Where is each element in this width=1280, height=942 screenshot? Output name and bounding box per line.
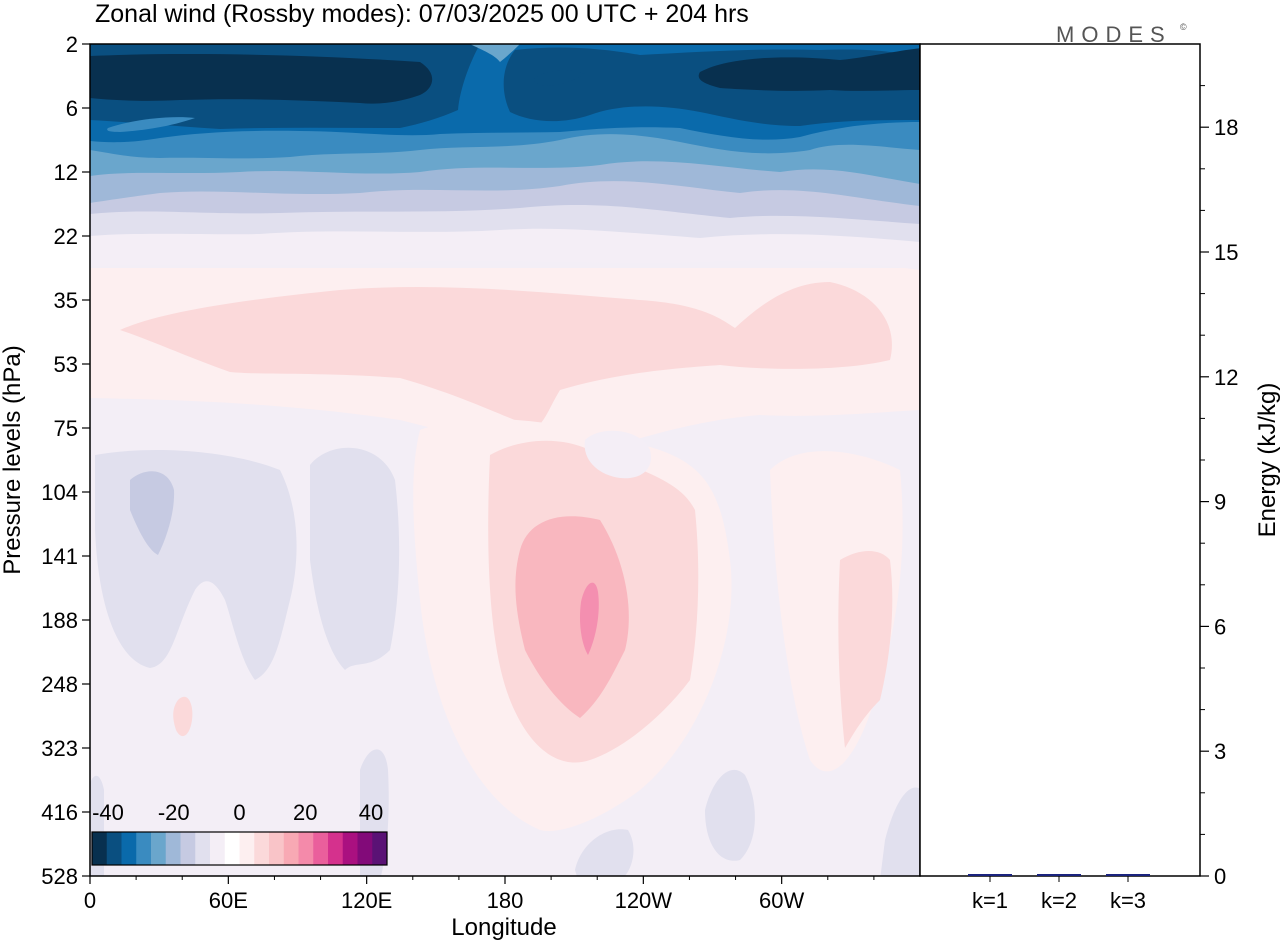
colorbar-swatch [283,832,299,865]
energy-frame [919,43,1201,877]
contour-neg-core-east [698,48,920,91]
contour-neg-core [130,471,175,555]
heatmap-axes: 0 60E 120E 180 120W 60W 2 6 12 22 35 53 75 104 141 188 2… [41,32,875,913]
colorbar-swatch [269,832,285,865]
y-tick-label: 528 [41,864,78,889]
contour-pos-medium-lobe [515,516,629,718]
energy-bars [968,874,1150,876]
colorbar-swatch [180,832,196,865]
x-tick-label: 0 [84,888,96,913]
x-tick-label: 60W [759,888,804,913]
colorbar-swatch [165,832,181,865]
x-tick-label: 120E [341,888,392,913]
colorbar-swatch [328,832,344,865]
colorbar-swatch [342,832,358,865]
colorbar-swatch [298,832,314,865]
contour-pos-small [173,696,193,737]
energy-tick-label: 15 [1214,240,1238,265]
y-tick-label: 248 [41,672,78,697]
y-tick-label: 188 [41,608,78,633]
colorbar-tick-label: 20 [293,800,317,825]
colorbar-swatch [254,832,270,865]
bar-category-label: k=1 [972,888,1008,913]
colorbar-swatch [106,832,122,865]
energy-bar [968,874,1012,876]
energy-tick-label: 0 [1214,864,1226,889]
x-tick-label: 60E [209,888,248,913]
y-tick-label: 12 [54,160,78,185]
colorbar-tick-label: 40 [359,800,383,825]
bar-category-label: k=3 [1110,888,1146,913]
contour-neg-bottom-2 [575,829,634,876]
colorbar-swatch [121,832,137,865]
energy-panel: k=1 k=2 k=3 0 3 6 9 12 15 18 [919,43,1238,913]
energy-tick-label: 9 [1214,490,1226,515]
colorbar-tick-label: -40 [92,800,124,825]
colorbar-swatch [195,832,211,865]
colorbar-swatch [313,832,329,865]
x-tick-label: 180 [487,888,524,913]
y-tick-label: 75 [54,416,78,441]
energy-axes: k=1 k=2 k=3 0 3 6 9 12 15 18 [972,85,1238,913]
colorbar-swatch [136,832,152,865]
energy-tick-label: 3 [1214,739,1226,764]
colorbar-frame [91,831,388,866]
y-tick-label: 22 [54,224,78,249]
registered-mark: © [1180,22,1187,32]
y-tick-label: 141 [41,544,78,569]
colorbar-swatch [151,832,167,865]
energy-tick-label: 12 [1214,365,1238,390]
y-tick-label: 53 [54,352,78,377]
energy-bar [1037,874,1081,876]
colorbar-swatch [372,832,388,865]
y-tick-label: 2 [66,32,78,57]
y-tick-label: 35 [54,288,78,313]
contour-neg-mid [310,447,400,670]
colorbar-tick-label: -20 [158,800,190,825]
energy-tick-label: 18 [1214,115,1238,140]
colorbar-swatch [239,832,255,865]
colorbar: -40 -20 0 20 40 [91,800,388,866]
colorbar-tick-label: 0 [233,800,245,825]
colorbar-swatch [357,832,373,865]
contour-neg-bottom-4 [880,787,920,876]
contour-neg-core-west [90,54,433,104]
bar-category-label: k=2 [1041,888,1077,913]
contour-neg-small-top [584,430,651,479]
y-tick-label: 6 [66,96,78,121]
y-tick-label: 416 [41,800,78,825]
x-tick-label: 120W [615,888,673,913]
contour-neg-core-mid [534,70,585,86]
contour-neg-edge-top [470,44,520,62]
contour-pos-peak [579,582,599,655]
contour-pos-light [120,282,892,428]
contour-pos-east-inner [838,551,893,748]
chart-title: Zonal wind (Rossby modes): 07/03/2025 00… [95,0,749,28]
energy-bar [1106,874,1150,876]
contour-neg-streak [107,117,195,132]
colorbar-swatch [92,832,108,865]
contour-neg-bottom-1 [705,769,755,861]
heatmap-plot: 0 60E 120E 180 120W 60W 2 6 12 22 35 53 75 104 141 188 2… [41,32,921,913]
energy-axis-label: Energy (kJ/kg) [1254,383,1280,538]
y-tick-label: 104 [41,480,78,505]
energy-tick-label: 6 [1214,614,1226,639]
colorbar-swatch [210,832,226,865]
colorbar-swatch [224,832,240,865]
x-axis-label: Longitude [451,914,556,941]
modes-logo: MODES [1056,22,1172,47]
y-tick-label: 323 [41,736,78,761]
y-axis-label: Pressure levels (hPa) [0,345,26,574]
